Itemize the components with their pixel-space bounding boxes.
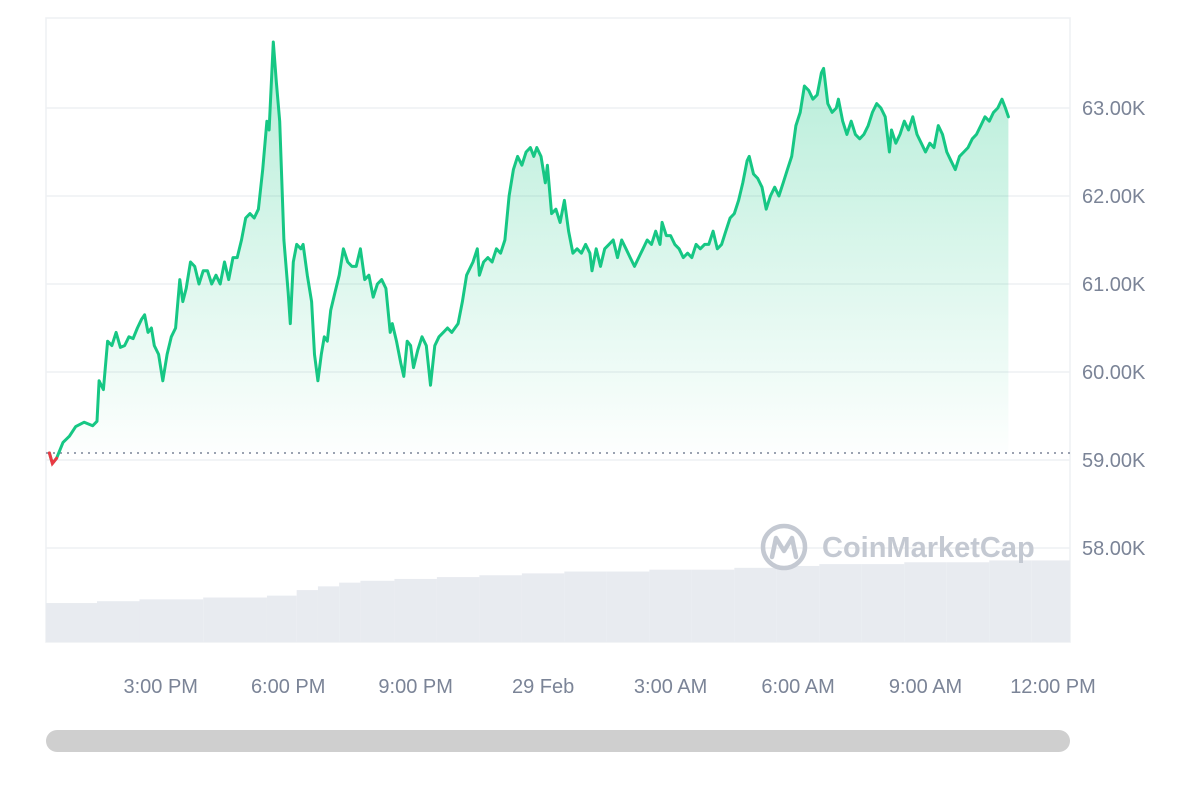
volume-bar [266,595,297,642]
volume-bar [339,582,361,642]
volume-bar [139,599,204,642]
x-tick-label: 29 Feb [512,676,574,698]
price-line-below-baseline [47,451,59,467]
y-axis: 58.00K 59.00K 60.00K 61.00K 62.00K 63.00K [1082,98,1146,560]
x-tick-label: 3:00 PM [123,676,197,698]
volume-bar [296,590,318,642]
volume-bar [691,569,735,642]
volume-bar [46,603,97,642]
volume-bar [946,562,990,642]
watermark: CoinMarketCap [760,523,1035,571]
y-tick-label: 62.00K [1082,186,1146,208]
volume-bar [606,571,650,642]
coinmarketcap-logo-icon [760,523,808,571]
x-tick-label: 3:00 AM [634,676,707,698]
volume-bar [734,567,777,642]
volume-bar [989,560,1032,642]
volume-bar [479,575,522,642]
y-tick-label: 60.00K [1082,362,1146,384]
x-tick-label: 9:00 AM [889,676,962,698]
x-tick-label: 6:00 PM [251,676,325,698]
x-tick-label: 6:00 AM [761,676,834,698]
volume-bar [1031,560,1070,642]
price-line[interactable] [47,40,1010,465]
volume-bar [861,564,905,642]
time-range-scrollbar[interactable] [46,730,1070,752]
volume-bar [317,586,340,642]
volume-bar [360,580,395,642]
volume-bar [564,571,607,642]
x-tick-label: 9:00 PM [378,676,452,698]
volume-bar [819,564,862,642]
volume-bar [96,601,140,642]
x-tick-label: 12:00 PM [1010,676,1096,698]
y-tick-label: 59.00K [1082,450,1146,472]
volume-bars [46,560,1070,642]
y-tick-label: 61.00K [1082,274,1146,296]
volume-bar [649,569,692,642]
volume-bar [776,565,820,642]
price-area [49,42,1009,464]
volume-bar [203,597,267,642]
y-tick-label: 58.00K [1082,538,1146,560]
y-tick-label: 63.00K [1082,98,1146,120]
volume-bar [436,577,480,642]
watermark-text: CoinMarketCap [822,532,1035,564]
volume-bar [521,573,565,642]
volume-bar [394,578,437,642]
x-axis: 3:00 PM 6:00 PM 9:00 PM 29 Feb 3:00 AM 6:00 A… [123,676,1095,698]
volume-bar [904,562,947,642]
